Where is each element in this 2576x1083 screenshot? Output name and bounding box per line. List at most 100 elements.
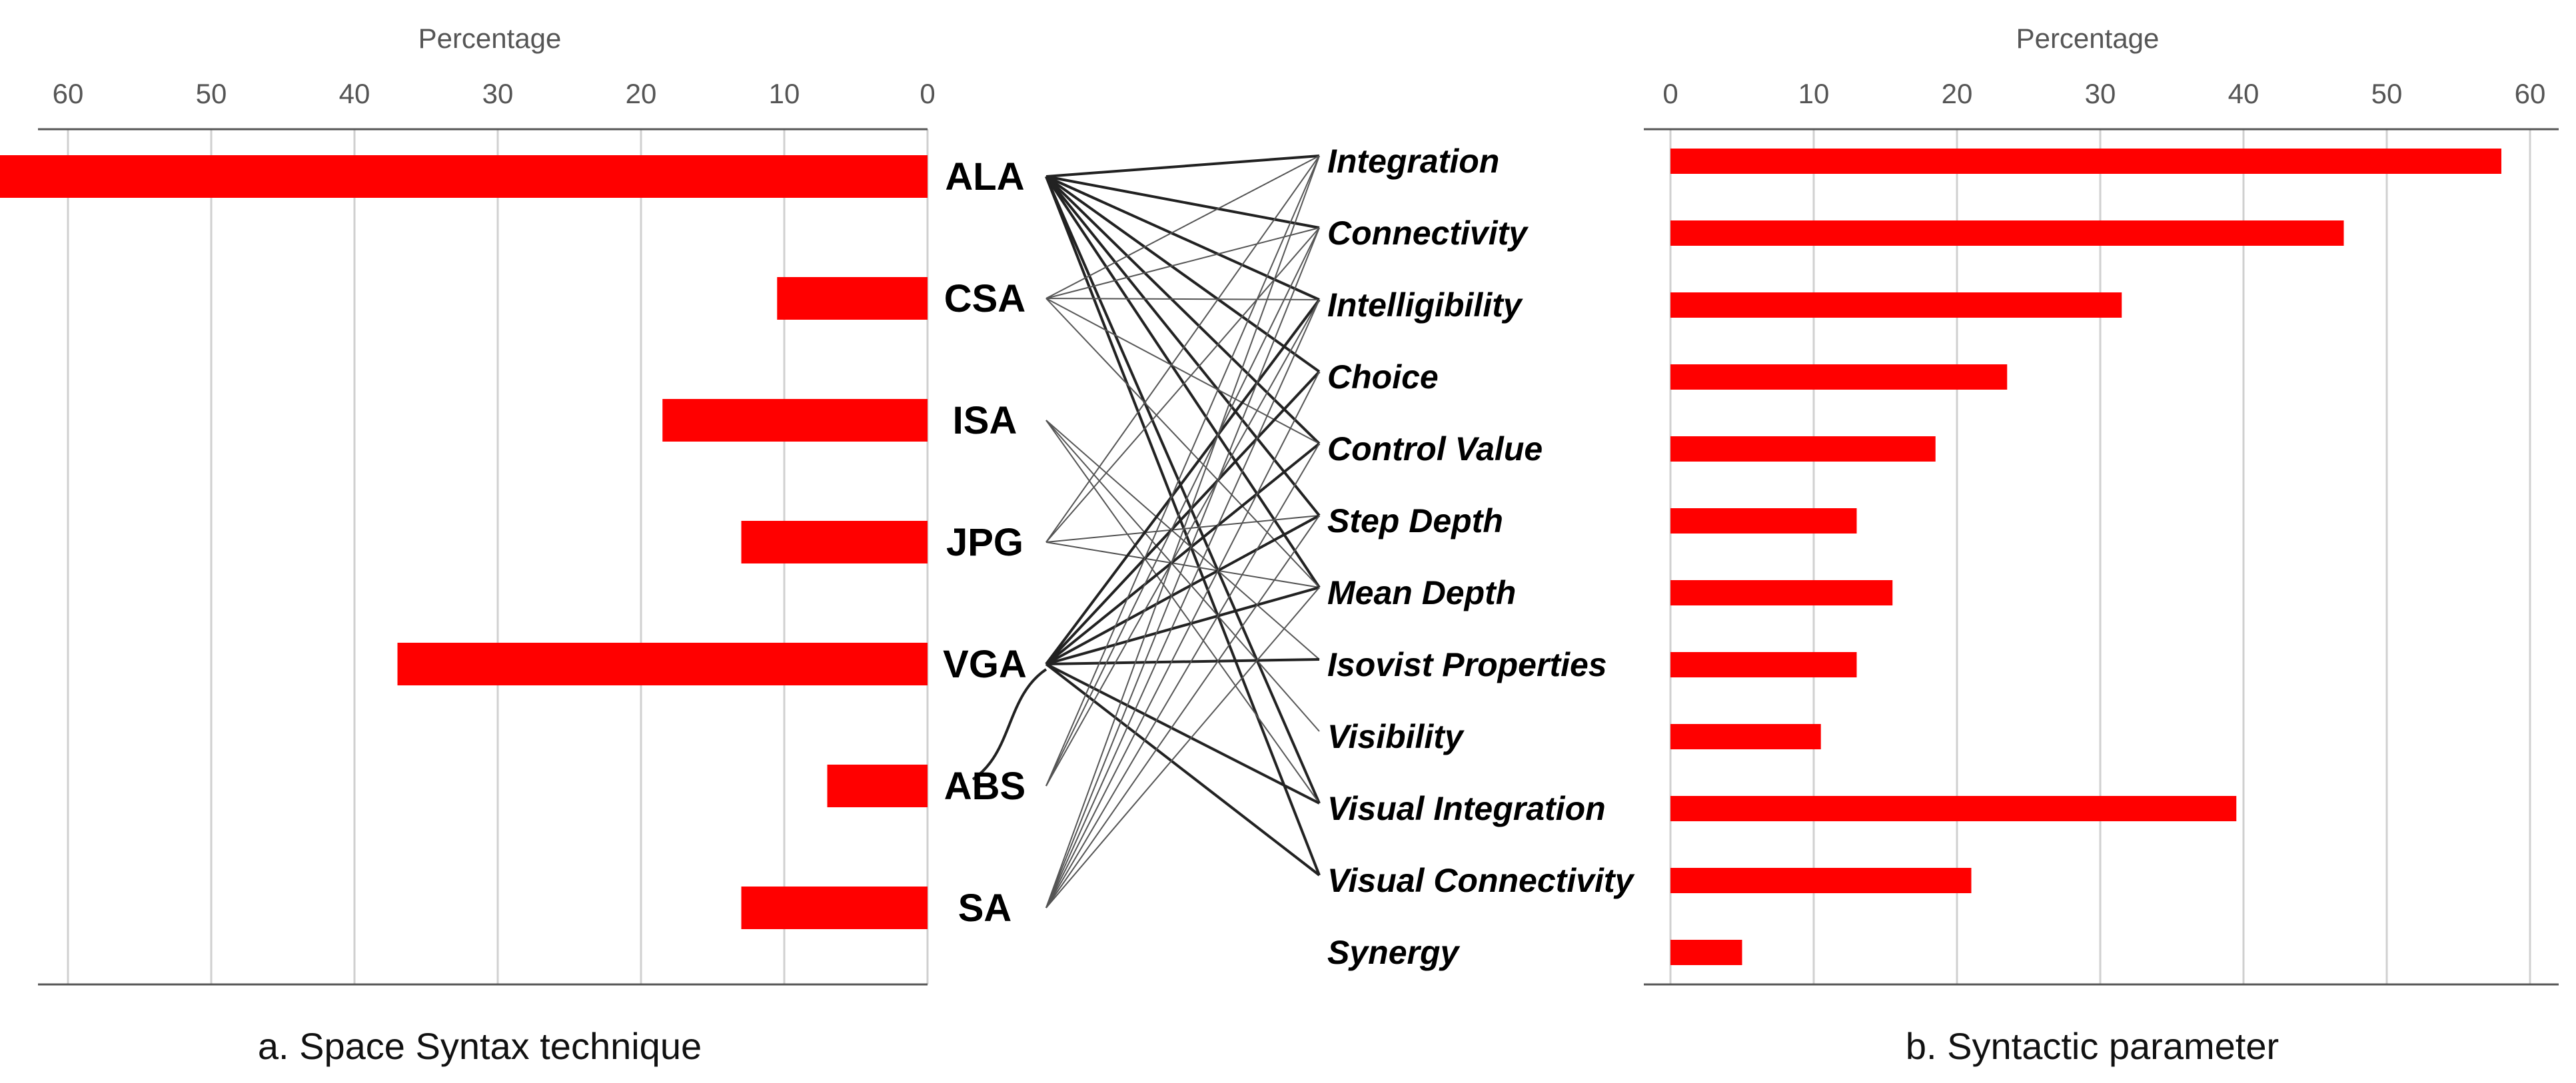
bar-visual-integration (1670, 796, 2237, 821)
parameter-label-visual-integration: Visual Integration (1327, 790, 1606, 827)
technique-labels: ALA CSA ISA JPG VGA ABS SA (943, 155, 1027, 930)
link-vga-to-control-value (1045, 442, 1321, 665)
technique-label-vga: VGA (943, 643, 1027, 686)
bar-vga (397, 643, 928, 685)
bar-control-value (1670, 436, 1936, 462)
technique-parameter-links (971, 155, 1321, 908)
right-caption: b. Syntactic parameter (1906, 1025, 2279, 1067)
parameter-label-mean-depth: Mean Depth (1327, 574, 1516, 611)
link-csa-to-integration (1045, 155, 1320, 299)
link-ala-to-integration (1045, 155, 1320, 178)
bar-intelligibility (1670, 292, 2122, 318)
link-vga-to-visual-connectivity (1045, 663, 1321, 877)
bar-abs (827, 765, 928, 807)
right-tick-label: 60 (2515, 78, 2546, 109)
left-tick-label: 50 (196, 78, 227, 109)
bar-choice (1670, 364, 2008, 390)
bar-integration (1670, 149, 2501, 174)
right-tick-label: 0 (1662, 78, 1678, 109)
technique-label-ala: ALA (945, 155, 1024, 198)
link-vga-to-intelligibility (1045, 298, 1321, 665)
link-ala-to-connectivity (1045, 175, 1320, 229)
link-abs-to-intelligibility (1045, 299, 1320, 787)
link-vga-to-isovist-properties (1045, 658, 1320, 665)
parameter-label-visual-connectivity: Visual Connectivity (1327, 862, 1635, 899)
parameter-label-visibility: Visibility (1327, 718, 1465, 755)
link-jpg-to-integration (1045, 155, 1320, 543)
parameter-label-integration: Integration (1327, 143, 1499, 180)
link-abs-to-integration (1045, 155, 1320, 787)
bar-csa (777, 277, 928, 320)
link-vga-to-visual-integration (1045, 663, 1320, 805)
link-ala-to-choice (1045, 175, 1321, 373)
left-tick-label: 40 (339, 78, 370, 109)
bar-ala (0, 155, 928, 198)
left-tick-label: 20 (626, 78, 657, 109)
bar-step-depth (1670, 508, 1857, 534)
technique-label-isa: ISA (953, 399, 1017, 442)
bar-isa (662, 399, 928, 442)
right-tick-label: 40 (2228, 78, 2259, 109)
left-tick-labels: 0 10 20 30 40 50 60 (53, 78, 936, 109)
link-sa-to-control-value (1045, 443, 1320, 908)
technique-label-sa: SA (958, 887, 1012, 930)
link-ala-to-mean-depth (1045, 175, 1321, 589)
link-ala-to-step-depth (1045, 175, 1321, 517)
left-caption: a. Space Syntax technique (258, 1025, 702, 1067)
parameter-label-isovist-properties: Isovist Properties (1327, 646, 1607, 683)
technique-label-csa: CSA (944, 277, 1025, 320)
bar-synergy (1670, 940, 1742, 965)
link-vga-to-step-depth (1045, 514, 1320, 665)
bar-sa (741, 887, 928, 929)
right-tick-label: 20 (1942, 78, 1973, 109)
link-vga-to-abs (971, 668, 1047, 781)
parameter-label-connectivity: Connectivity (1327, 214, 1529, 252)
link-sa-to-choice (1045, 371, 1320, 908)
link-sa-to-integration (1045, 155, 1320, 908)
parameter-label-choice: Choice (1327, 358, 1439, 396)
technique-bar-chart: Percentage 0 10 20 30 40 50 60 a. Space Syntax… (0, 23, 936, 1067)
right-tick-label: 50 (2371, 78, 2403, 109)
link-isa-to-visual-integration (1045, 420, 1320, 804)
link-vga-to-choice (1045, 370, 1321, 665)
technique-label-abs: ABS (944, 765, 1025, 808)
link-ala-to-visual-connectivity (1045, 176, 1321, 876)
link-ala-to-control-value (1045, 175, 1321, 445)
left-tick-label: 10 (769, 78, 800, 109)
bar-connectivity (1670, 220, 2344, 246)
link-sa-to-mean-depth (1045, 587, 1320, 908)
parameter-labels: Integration Connectivity Intelligibility Ch… (1327, 143, 1635, 971)
technique-label-jpg: JPG (946, 521, 1023, 564)
link-jpg-to-mean-depth (1045, 542, 1320, 588)
link-csa-to-intelligibility (1045, 298, 1320, 300)
link-sa-to-intelligibility (1045, 299, 1320, 908)
parameter-label-intelligibility: Intelligibility (1327, 286, 1523, 324)
link-vga-to-mean-depth (1045, 586, 1320, 665)
parameter-label-step-depth: Step Depth (1327, 502, 1503, 540)
left-tick-label: 0 (920, 78, 935, 109)
bar-isovist-properties (1670, 652, 1857, 677)
parameter-label-control-value: Control Value (1327, 430, 1543, 468)
right-tick-label: 30 (2085, 78, 2116, 109)
bar-jpg (741, 521, 928, 563)
bar-visual-connectivity (1670, 868, 1972, 893)
link-isa-to-isovist-properties (1045, 420, 1320, 660)
link-isa-to-visibility (1045, 420, 1320, 732)
parameter-label-synergy: Synergy (1327, 934, 1461, 971)
link-abs-to-connectivity (1045, 227, 1320, 787)
left-gridlines (67, 129, 929, 984)
link-sa-to-step-depth (1045, 515, 1320, 908)
left-axis-title: Percentage (418, 23, 562, 54)
left-tick-label: 60 (53, 78, 84, 109)
right-tick-label: 10 (1798, 78, 1830, 109)
right-tick-labels: 0 10 20 30 40 50 60 (1662, 78, 2545, 109)
right-bars (1670, 149, 2501, 965)
left-bars (0, 155, 928, 929)
right-gridlines (1669, 129, 2531, 984)
link-ala-to-visual-integration (1045, 176, 1321, 804)
bar-visibility (1670, 724, 1821, 749)
link-csa-to-connectivity (1045, 227, 1320, 299)
bar-mean-depth (1670, 580, 1893, 605)
parameter-bar-chart: Percentage 0 10 20 30 40 50 60 b. Syntactic pa… (1644, 23, 2559, 1067)
